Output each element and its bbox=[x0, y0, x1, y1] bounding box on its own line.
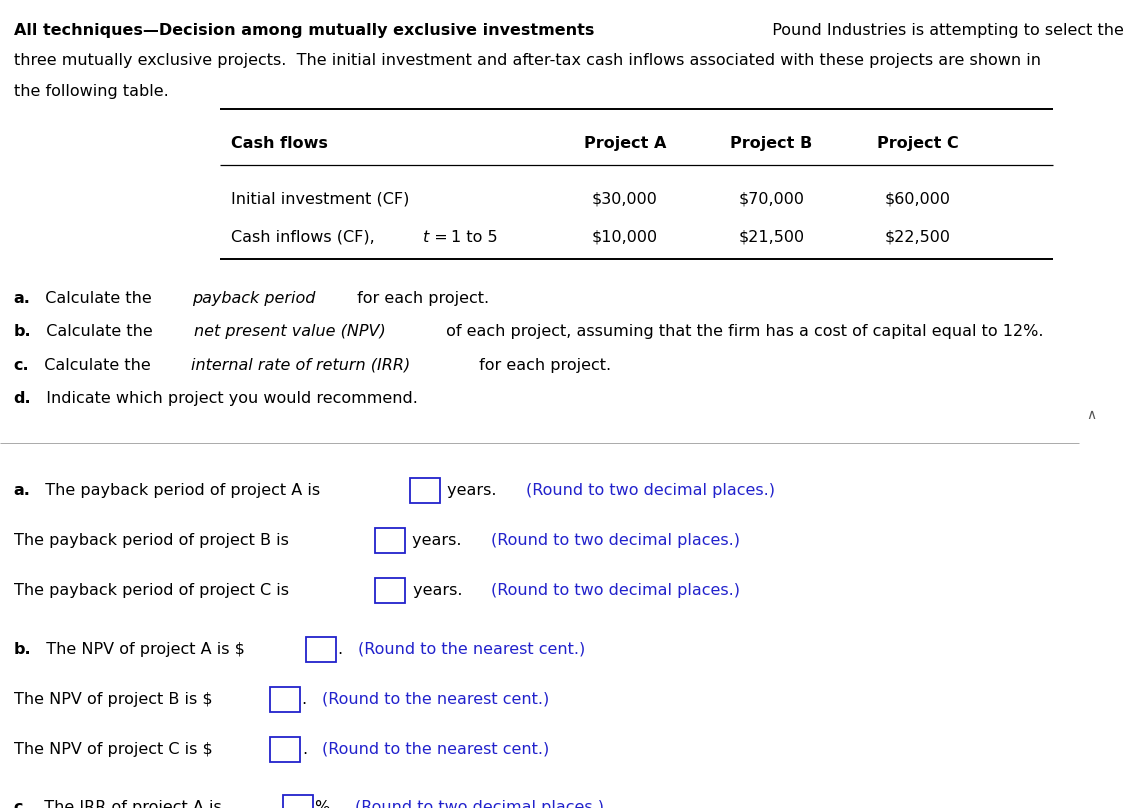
Text: years.: years. bbox=[443, 483, 507, 499]
FancyBboxPatch shape bbox=[270, 687, 301, 712]
Text: for each project.: for each project. bbox=[351, 292, 489, 306]
Text: The payback period of project A is: The payback period of project A is bbox=[35, 483, 325, 499]
Text: .: . bbox=[303, 692, 318, 707]
Text: (Round to two decimal places.): (Round to two decimal places.) bbox=[491, 583, 740, 599]
Text: $60,000: $60,000 bbox=[885, 191, 950, 207]
Text: years.: years. bbox=[408, 583, 473, 599]
Text: $10,000: $10,000 bbox=[592, 230, 658, 245]
Text: Calculate the: Calculate the bbox=[35, 292, 158, 306]
Text: All techniques—Decision among mutually exclusive investments: All techniques—Decision among mutually e… bbox=[14, 23, 593, 38]
Text: for each project.: for each project. bbox=[474, 358, 611, 372]
Text: b.: b. bbox=[14, 642, 32, 657]
Text: The payback period of project B is: The payback period of project B is bbox=[14, 533, 294, 549]
Text: = 1 to 5: = 1 to 5 bbox=[431, 230, 498, 245]
Text: Initial investment (CF): Initial investment (CF) bbox=[231, 191, 409, 207]
Text: (Round to the nearest cent.): (Round to the nearest cent.) bbox=[322, 742, 549, 757]
Text: $21,500: $21,500 bbox=[739, 230, 804, 245]
Text: The payback period of project C is: The payback period of project C is bbox=[14, 583, 294, 599]
Text: $70,000: $70,000 bbox=[739, 191, 804, 207]
Text: Cash flows: Cash flows bbox=[231, 137, 328, 151]
Text: d.: d. bbox=[14, 391, 32, 406]
Text: three mutually exclusive projects.  The initial investment and after-tax cash in: three mutually exclusive projects. The i… bbox=[14, 53, 1040, 69]
Text: .: . bbox=[339, 642, 354, 657]
Text: c.: c. bbox=[14, 800, 29, 808]
Text: $22,500: $22,500 bbox=[885, 230, 950, 245]
FancyBboxPatch shape bbox=[410, 478, 440, 503]
Text: a.: a. bbox=[14, 483, 30, 499]
Text: b.: b. bbox=[14, 325, 32, 339]
Text: t: t bbox=[423, 230, 429, 245]
Text: of each project, assuming that the firm has a cost of capital equal to 12%.: of each project, assuming that the firm … bbox=[441, 325, 1044, 339]
Text: internal rate of return (IRR): internal rate of return (IRR) bbox=[191, 358, 410, 372]
Text: net present value (NPV): net present value (NPV) bbox=[194, 325, 385, 339]
FancyBboxPatch shape bbox=[270, 737, 301, 762]
Text: .: . bbox=[303, 742, 318, 757]
Text: $30,000: $30,000 bbox=[592, 191, 658, 207]
Text: (Round to the nearest cent.): (Round to the nearest cent.) bbox=[358, 642, 586, 657]
Text: Pound Industries is attempting to select the best of: Pound Industries is attempting to select… bbox=[762, 23, 1126, 38]
FancyBboxPatch shape bbox=[375, 579, 405, 604]
Text: The IRR of project A is: The IRR of project A is bbox=[34, 800, 226, 808]
Text: The NPV of project B is $: The NPV of project B is $ bbox=[14, 692, 212, 707]
Text: Project A: Project A bbox=[583, 137, 667, 151]
FancyBboxPatch shape bbox=[283, 795, 313, 808]
Text: a.: a. bbox=[14, 292, 30, 306]
Text: years.: years. bbox=[408, 533, 472, 549]
Text: Calculate the: Calculate the bbox=[36, 325, 158, 339]
Text: (Round to two decimal places.): (Round to two decimal places.) bbox=[355, 800, 604, 808]
Text: %.: %. bbox=[315, 800, 346, 808]
Text: (Round to two decimal places.): (Round to two decimal places.) bbox=[491, 533, 740, 549]
FancyBboxPatch shape bbox=[375, 528, 405, 553]
Text: payback period: payback period bbox=[193, 292, 316, 306]
Text: Indicate which project you would recommend.: Indicate which project you would recomme… bbox=[36, 391, 418, 406]
Text: The NPV of project A is $: The NPV of project A is $ bbox=[36, 642, 245, 657]
FancyBboxPatch shape bbox=[306, 637, 337, 662]
Text: The NPV of project C is $: The NPV of project C is $ bbox=[14, 742, 213, 757]
Text: Project C: Project C bbox=[877, 137, 958, 151]
Text: ∧: ∧ bbox=[1087, 407, 1096, 422]
Text: c.: c. bbox=[14, 358, 29, 372]
Text: (Round to two decimal places.): (Round to two decimal places.) bbox=[526, 483, 775, 499]
Text: Cash inflows (CF),: Cash inflows (CF), bbox=[231, 230, 379, 245]
Text: the following table.: the following table. bbox=[14, 84, 168, 99]
Text: Calculate the: Calculate the bbox=[34, 358, 155, 372]
Text: (Round to the nearest cent.): (Round to the nearest cent.) bbox=[322, 692, 549, 707]
Text: Project B: Project B bbox=[730, 137, 813, 151]
